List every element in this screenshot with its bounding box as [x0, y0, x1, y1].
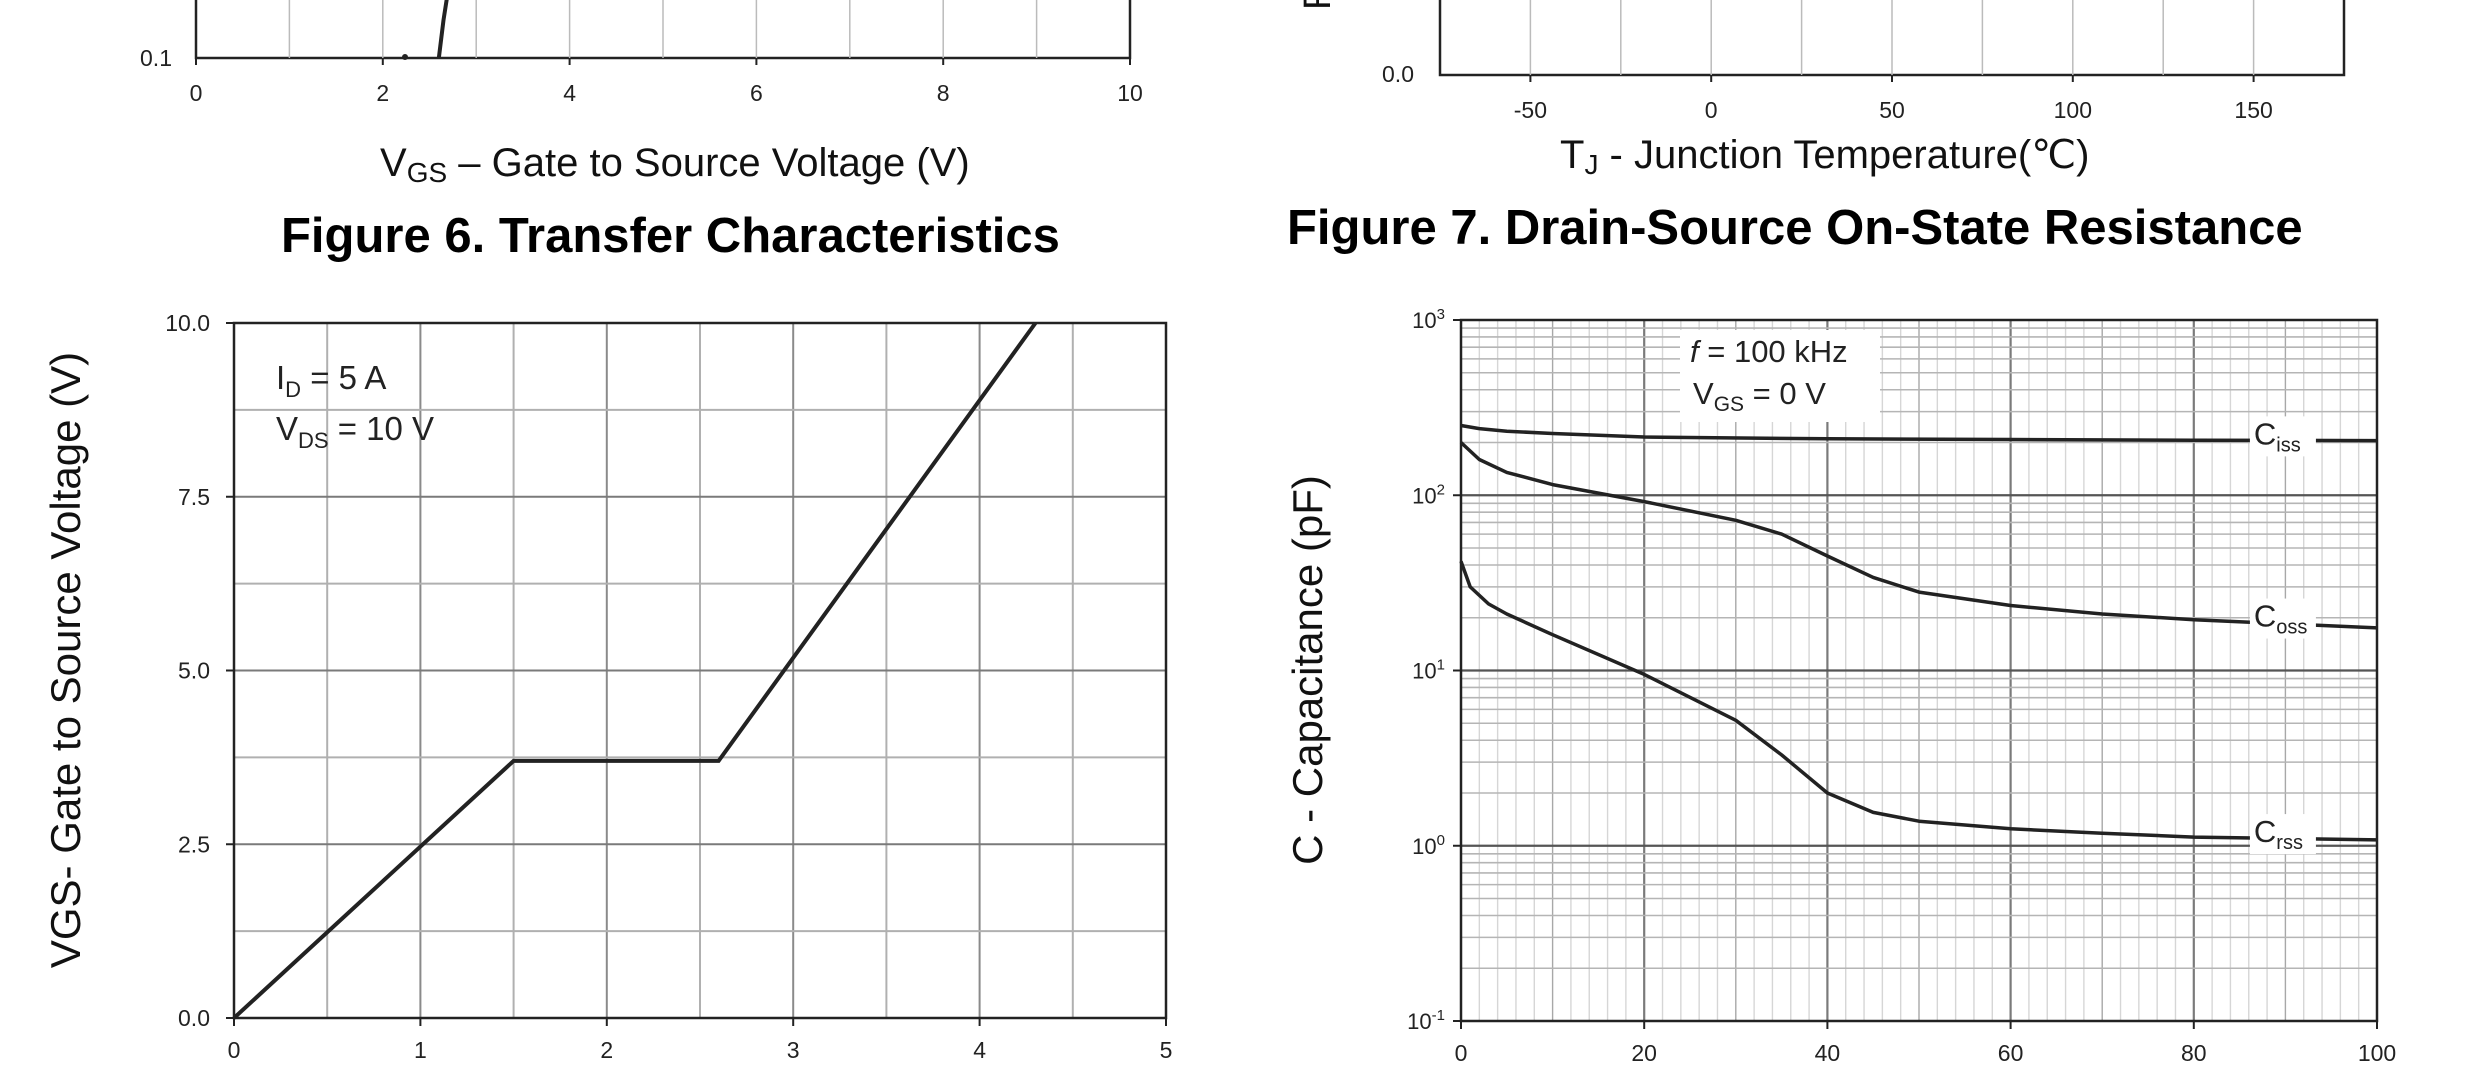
gate-charge-x-tick-label: 1 [414, 1037, 427, 1063]
gate-charge-annotation-id: ID = 5 A [276, 359, 386, 402]
gate-charge-y-axis-label: VGS- Gate to Source Voltage (V) [42, 352, 89, 968]
gate-charge-y-tick-label: 2.5 [178, 831, 210, 857]
capacitance-series-label-rss: Crss [2254, 814, 2303, 854]
gate-charge-y-ticks: 0.0 2.5 5.0 7.5 10.0 [165, 310, 234, 1031]
figure7-x-axis-label: TJ - Junction Temperature(℃) [1560, 133, 2089, 180]
capacitance-x-tick-label: 20 [1631, 1040, 1657, 1066]
capacitance-series-label-iss: Ciss [2254, 416, 2301, 456]
figure6-x-tick-label: 4 [563, 80, 576, 106]
capacitance-y-tick-label: 101 [1412, 657, 1445, 684]
gate-charge-y-tick-label: 7.5 [178, 484, 210, 510]
gate-charge-x-tick-label: 0 [228, 1037, 241, 1063]
capacitance-label-bg [2249, 814, 2316, 855]
figure6-dot-marker [402, 54, 408, 60]
figure7-x-ticks: -50 0 50 100 150 [1514, 75, 2273, 123]
gate-charge-grid [234, 323, 1166, 1018]
figure7-x-tick-label: -50 [1514, 97, 1547, 123]
capacitance-series-label-oss: Coss [2254, 599, 2308, 639]
capacitance-annotation-freq: f = 100 kHz [1690, 334, 1848, 369]
gate-charge-x-tick-label: 2 [600, 1037, 613, 1063]
figure6-x-tick-label: 6 [750, 80, 763, 106]
figure6-x-tick-label: 8 [937, 80, 950, 106]
gate-charge-y-tick-label: 10.0 [165, 310, 210, 336]
figure6-title: Figure 6. Transfer Characteristics [281, 209, 1060, 263]
gate-charge-curve [232, 321, 1038, 1020]
gate-charge-annotation-vds: VDS = 10 V [276, 410, 434, 453]
capacitance-curve-oss [1459, 441, 2378, 630]
capacitance-curves [1459, 423, 2378, 842]
capacitance-x-tick-label: 80 [2181, 1040, 2207, 1066]
capacitance-curve-iss [1460, 423, 2378, 443]
gate-charge-x-tick-label: 5 [1160, 1037, 1173, 1063]
gate-charge-x-ticks: 0 1 2 3 4 5 [228, 1018, 1173, 1063]
figure7-x-tick-label: 100 [2054, 97, 2092, 123]
capacitance-y-tick-label: 10-1 [1407, 1007, 1445, 1034]
capacitance-x-tick-label: 60 [1998, 1040, 2024, 1066]
figure6-x-axis-label: VGS – Gate to Source Voltage (V) [380, 141, 970, 188]
figure7-title: Figure 7. Drain-Source On-State Resistan… [1287, 201, 2303, 255]
figure6-x-tick-label: 0 [190, 80, 203, 106]
capacitance-x-tick-label: 0 [1455, 1040, 1468, 1066]
gate-charge-y-tick-label: 0.0 [178, 1005, 210, 1031]
capacitance-x-tick-label: 40 [1815, 1040, 1841, 1066]
capacitance-y-tick-label: 100 [1412, 832, 1445, 859]
capacitance-y-tick-label: 102 [1412, 481, 1445, 508]
figure7-x-tick-label: 50 [1879, 97, 1905, 123]
figure6-x-tick-label: 10 [1117, 80, 1143, 106]
capacitance-grid [1461, 320, 2377, 1021]
figure6-x-ticks: 0 2 4 6 8 10 [190, 58, 1143, 106]
capacitance-y-axis-label: C - Capacitance (pF) [1284, 475, 1331, 865]
figure7-x-tick-label: 0 [1705, 97, 1718, 123]
gate-charge-x-tick-label: 4 [973, 1037, 986, 1063]
capacitance-series-labels: Ciss Coss Crss [2249, 416, 2316, 855]
figure7-x-tick-label: 150 [2234, 97, 2272, 123]
gate-charge-x-tick-label: 3 [787, 1037, 800, 1063]
figure7-y-tick-label: 0.0 [1382, 61, 1414, 87]
capacitance-y-ticks: 103 102 101 100 10-1 [1407, 306, 1461, 1034]
capacitance-label-bg [2249, 598, 2316, 639]
capacitance-annotation-vgs: VGS = 0 V [1693, 376, 1826, 416]
gate-charge-y-tick-label: 5.0 [178, 658, 210, 684]
figure6-transfer-curve [436, 0, 449, 59]
capacitance-annotation-bg [1680, 330, 1880, 422]
capacitance-x-ticks: 0 20 40 60 80 100 [1455, 1021, 2396, 1066]
capacitance-y-tick-label: 103 [1412, 306, 1445, 333]
capacitance-label-bg [2249, 416, 2316, 457]
figure7-y-axis-label-fragment: R [1297, 0, 1339, 10]
capacitance-x-tick-label: 100 [2358, 1040, 2396, 1066]
figure6-x-tick-label: 2 [376, 80, 389, 106]
figure6-grid [288, 0, 1038, 58]
figure7-grid [1529, 0, 2255, 75]
figure6-y-tick-label: 0.1 [140, 45, 172, 71]
capacitance-curve-rss [1459, 560, 2378, 842]
